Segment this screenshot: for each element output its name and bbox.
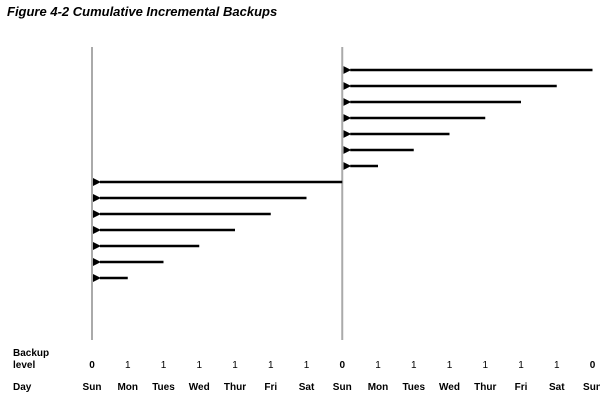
day-label-6: Sat <box>298 382 315 393</box>
backup-level-11: 1 <box>482 360 489 371</box>
figure-title: Figure 4-2 Cumulative Incremental Backup… <box>7 4 278 19</box>
day-label-4: Thur <box>223 382 247 393</box>
level-row-label: level <box>13 360 36 371</box>
day-row-label: Day <box>13 382 32 393</box>
day-label-8: Mon <box>367 382 389 393</box>
backup-level-4: 1 <box>232 360 238 371</box>
day-label-1: Mon <box>117 382 139 393</box>
day-label-11: Thur <box>474 382 497 393</box>
backup-level-10: 1 <box>446 360 453 371</box>
day-label-3: Wed <box>188 382 210 393</box>
backup-level-5: 1 <box>267 360 274 371</box>
backup-level-6: 1 <box>303 360 310 371</box>
backup-level-2: 1 <box>160 360 167 371</box>
backup-level-14: 0 <box>589 360 596 371</box>
backup-level-3: 1 <box>196 360 203 371</box>
backup-level-13: 1 <box>553 360 560 371</box>
backup-level-9: 1 <box>410 360 417 371</box>
backup-level-0: 0 <box>89 360 95 371</box>
day-label-0: Sun <box>82 382 102 393</box>
full-backup-dividers <box>91 47 344 340</box>
backup-arrows <box>93 66 593 282</box>
day-label-12: Fri <box>514 382 528 393</box>
backup-level-12: 1 <box>518 360 524 371</box>
day-label-9: Tues <box>402 382 426 393</box>
day-label-5: Fri <box>264 382 278 393</box>
backup-level-8: 1 <box>375 360 381 371</box>
backup-row-label: Backup <box>13 348 50 359</box>
day-label-2: Tues <box>152 382 175 393</box>
day-label-7: Sun <box>332 382 352 393</box>
backup-level-7: 0 <box>339 360 346 371</box>
day-label-10: Wed <box>439 382 460 393</box>
day-label-13: Sat <box>548 382 565 393</box>
day-label-14: Sun <box>583 382 600 393</box>
backup-level-1: 1 <box>124 360 131 371</box>
